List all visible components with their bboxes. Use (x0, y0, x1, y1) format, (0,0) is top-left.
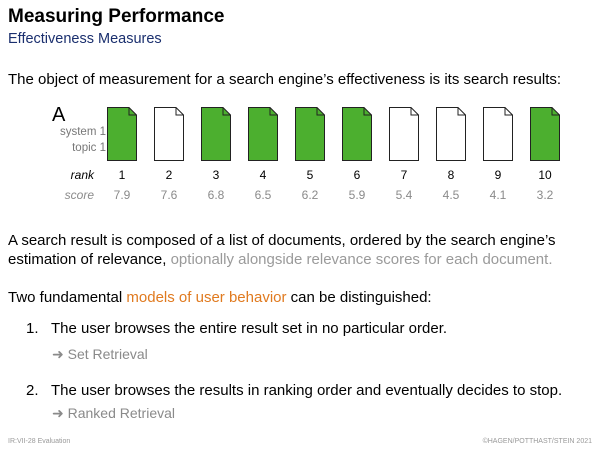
score-label: score (64, 188, 94, 202)
rank-value: 7 (400, 168, 408, 182)
score-value: 6.8 (207, 188, 225, 202)
page-subtitle: Effectiveness Measures (8, 31, 162, 47)
score-value: 6.2 (301, 188, 319, 202)
list-item: 1. The user browses the entire result set… (26, 320, 447, 337)
list-arrow-line: ➜ Set Retrieval (52, 346, 148, 362)
relevant-document-icon (201, 107, 231, 161)
result-description-main: A search result is composed of a list of… (8, 232, 556, 268)
score-value: 4.1 (489, 188, 507, 202)
rank-value: 4 (259, 168, 267, 182)
system-letter: A (52, 104, 66, 126)
nonrelevant-document-icon (483, 107, 513, 161)
user-models-before: Two fundamental (8, 289, 127, 306)
score-value: 5.9 (348, 188, 366, 202)
list-number: 2. (26, 382, 39, 399)
rank-value: 1 (118, 168, 126, 182)
intro-text: The object of measurement for a search e… (8, 71, 562, 88)
relevant-document-icon (295, 107, 325, 161)
nonrelevant-document-icon (389, 107, 419, 161)
nonrelevant-document-icon (154, 107, 184, 161)
rank-value: 6 (353, 168, 361, 182)
score-value: 7.9 (113, 188, 131, 202)
topic-label: topic 1 (72, 142, 106, 154)
list-text: The user browses the entire result set i… (51, 320, 448, 337)
score-value: 4.5 (442, 188, 460, 202)
rank-value: 3 (212, 168, 220, 182)
rank-value: 9 (494, 168, 502, 182)
relevant-document-icon (342, 107, 372, 161)
system-label: system 1 (59, 126, 106, 138)
user-models-after: can be distinguished: (286, 289, 432, 306)
relevant-document-icon (530, 107, 560, 161)
rank-label: rank (70, 168, 94, 182)
score-value: 7.6 (160, 188, 178, 202)
score-value: 6.5 (254, 188, 272, 202)
footer-right: ©HAGEN/POTTHAST/STEIN 2021 (482, 438, 592, 445)
nonrelevant-document-icon (436, 107, 466, 161)
rank-value: 5 (306, 168, 314, 182)
score-value: 5.4 (395, 188, 413, 202)
list-arrow-line: ➜ Ranked Retrieval (52, 405, 176, 421)
result-description-optional: optionally alongside relevance scores fo… (170, 251, 553, 268)
list-number: 1. (26, 320, 39, 337)
page-title: Measuring Performance (8, 6, 225, 27)
footer-left: IR:VII-28 Evaluation (8, 438, 71, 445)
user-models-highlight: models of user behavior (126, 289, 287, 306)
relevant-document-icon (248, 107, 278, 161)
rank-value: 2 (165, 168, 173, 182)
score-value: 3.2 (536, 188, 554, 202)
rank-value: 8 (447, 168, 455, 182)
rank-value: 10 (538, 168, 552, 182)
relevant-document-icon (107, 107, 137, 161)
user-models-intro: Two fundamental models of user behavior … (8, 289, 432, 306)
list-text: The user browses the results in ranking … (51, 382, 563, 399)
result-description: A search result is composed of a list of… (8, 231, 593, 269)
list-item: 2. The user browses the results in rankin… (26, 382, 562, 399)
